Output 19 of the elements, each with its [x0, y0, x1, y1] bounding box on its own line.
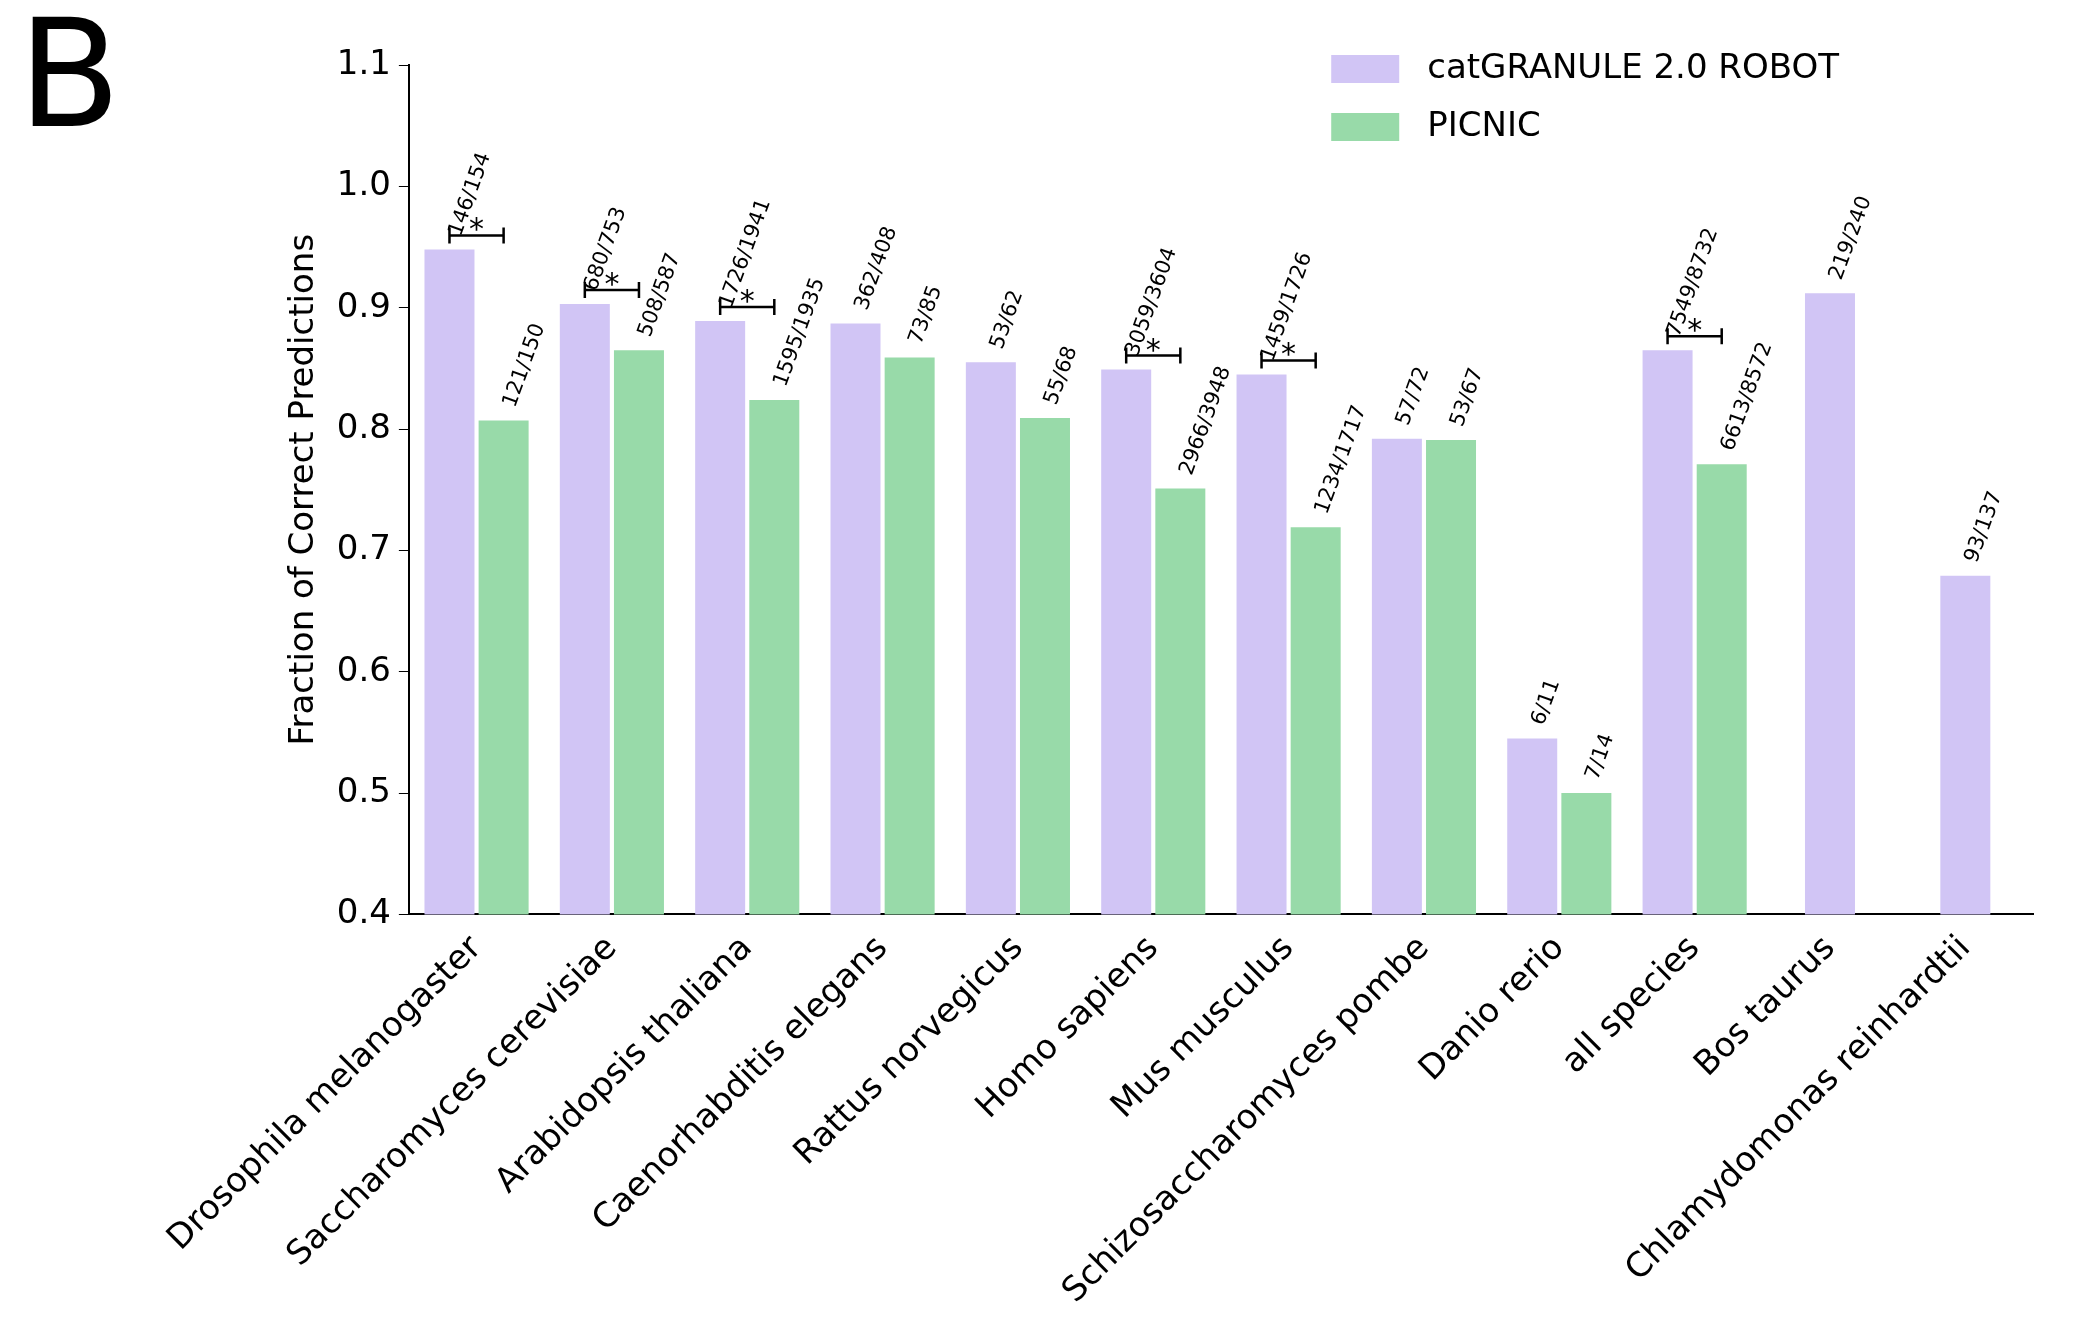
- y-tick-label: 0.6: [336, 648, 391, 689]
- legend-label: PICNIC: [1427, 103, 1541, 144]
- text: B: [18, 0, 121, 161]
- data-label: 55/68: [1038, 342, 1082, 408]
- y-tick-label: 0.7: [336, 527, 391, 568]
- legend-label: catGRANULE 2.0 ROBOT: [1427, 45, 1840, 86]
- y-tick-label: 0.4: [336, 891, 391, 932]
- data-label: 7/14: [1579, 730, 1619, 783]
- y-axis-title: Fraction of Correct Predictions: [281, 233, 322, 746]
- y-tick-label: 1.0: [336, 163, 391, 204]
- y-tick-label: 1.1: [336, 41, 391, 82]
- data-label: 57/72: [1390, 363, 1434, 429]
- y-tick-label: 0.9: [336, 284, 391, 325]
- data-label: 73/85: [902, 281, 947, 348]
- data-label: 53/67: [1444, 364, 1488, 430]
- y-tick-label: 0.5: [336, 769, 391, 810]
- y-tick-label: 0.8: [336, 405, 391, 446]
- data-label: 6/11: [1525, 675, 1565, 729]
- data-label: 53/62: [984, 286, 1028, 352]
